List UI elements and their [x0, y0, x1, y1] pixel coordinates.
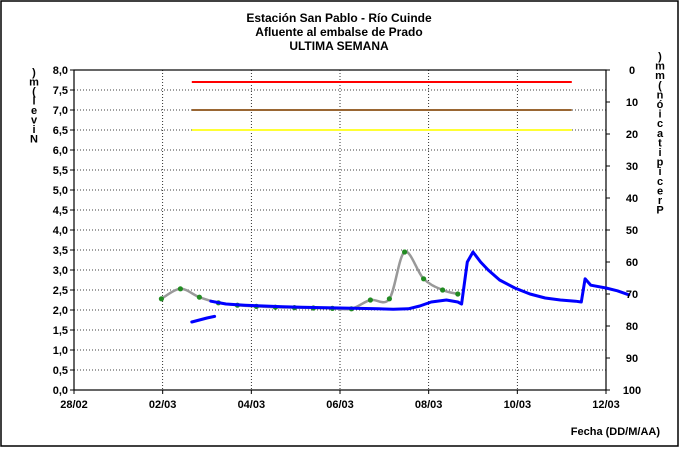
- axis-layer: 0,0 0,5 1,0 1,5 2,0 2,5 3,0 3,5 4,0 4,5 5,0 5,5 6,0 6…: [29, 51, 665, 411]
- smoothed-level-point: [455, 291, 461, 297]
- y-right-axis-title-char: a: [657, 128, 664, 140]
- smoothed-level-point: [421, 276, 427, 282]
- y-right-axis-title-char: m: [655, 61, 665, 73]
- y-left-tick-label: 4,0: [53, 225, 68, 237]
- y-left-tick-label: 0,5: [53, 365, 68, 377]
- y-left-tick-label: 6,0: [53, 145, 68, 157]
- x-tick-label: 10/03: [504, 399, 532, 411]
- y-left-tick-label: 7,5: [53, 85, 68, 97]
- x-tick-label: 12/03: [592, 399, 620, 411]
- y-left-axis-title-char: N: [30, 134, 38, 146]
- y-right-axis-title-char: P: [656, 205, 663, 217]
- level-line-segment-0: [190, 314, 217, 324]
- y-right-axis-title-char: ó: [657, 99, 664, 111]
- y-right-axis-title-char: i: [658, 166, 661, 178]
- y-right-tick-label: 20: [626, 129, 638, 141]
- y-left-tick-label: 6,5: [53, 125, 68, 137]
- y-left-tick-label: 1,5: [53, 325, 68, 337]
- y-right-axis-title-char: c: [657, 118, 663, 130]
- grid-layer: [74, 70, 606, 390]
- y-right-axis-title-char: ): [658, 51, 662, 63]
- x-tick-label: 08/03: [415, 399, 443, 411]
- y-right-axis-title-char: i: [658, 109, 661, 121]
- y-left-tick-label: 1,0: [53, 345, 68, 357]
- smoothed-level-point: [367, 297, 373, 303]
- y-left-tick-label: 8,0: [53, 65, 68, 77]
- y-left-axis-title-char: e: [31, 105, 37, 117]
- chart-title-line-2: Afluente al embalse de Prado: [255, 25, 422, 39]
- y-right-tick-label: 50: [626, 225, 638, 237]
- y-left-tick-label: 2,0: [53, 305, 68, 317]
- y-right-axis-title-char: i: [658, 147, 661, 159]
- y-right-tick-label: 90: [626, 353, 638, 365]
- x-tick-label: 04/03: [238, 399, 266, 411]
- y-left-axis-title-char: v: [31, 115, 38, 127]
- y-right-tick-label: 0: [629, 65, 635, 77]
- y-right-tick-label: 80: [626, 321, 638, 333]
- x-axis-label: Fecha (DD/M/AA): [571, 426, 661, 438]
- smoothed-level-point: [402, 249, 408, 255]
- y-left-tick-label: 5,5: [53, 165, 68, 177]
- smoothed-level-point: [177, 286, 183, 292]
- x-tick-label: 02/03: [149, 399, 177, 411]
- y-right-tick-label: 60: [626, 257, 638, 269]
- y-left-tick-label: 0,0: [53, 385, 68, 397]
- y-right-axis-title-char: n: [657, 89, 664, 101]
- y-left-tick-label: 7,0: [53, 105, 68, 117]
- y-left-axis-title-char: i: [32, 124, 35, 136]
- x-tick-label: 28/02: [60, 399, 88, 411]
- y-right-axis-title-char: m: [655, 70, 665, 82]
- y-right-tick-label: 30: [626, 161, 638, 173]
- y-left-axis-title-char: ): [32, 67, 36, 79]
- y-right-axis-title-char: r: [658, 195, 663, 207]
- y-left-tick-label: 4,5: [53, 205, 68, 217]
- y-right-axis-title-char: t: [658, 137, 662, 149]
- y-left-axis-title-char: m: [29, 77, 39, 89]
- y-left-tick-label: 5,0: [53, 185, 68, 197]
- smoothed-level-point: [158, 296, 164, 302]
- x-tick-label: 06/03: [326, 399, 354, 411]
- y-right-tick-label: 10: [626, 97, 638, 109]
- y-right-axis-title-char: p: [657, 157, 664, 169]
- y-right-tick-label: 70: [626, 289, 638, 301]
- y-left-tick-label: 2,5: [53, 285, 68, 297]
- y-right-tick-label: 100: [623, 385, 641, 397]
- y-right-tick-label: 40: [626, 193, 638, 205]
- smoothed-level-point: [196, 294, 202, 300]
- y-right-axis-title-char: c: [657, 176, 663, 188]
- y-left-axis-title-char: l: [32, 96, 35, 108]
- y-left-tick-label: 3,5: [53, 245, 68, 257]
- y-right-axis-title-char: (: [658, 80, 662, 92]
- threshold-layer: [191, 81, 572, 131]
- level-line-segment-1: [209, 250, 631, 311]
- smoothed-level-point: [440, 287, 446, 293]
- y-left-axis-title-char: (: [32, 86, 36, 98]
- series-layer: [158, 249, 631, 324]
- chart-title-line-3: ULTIMA SEMANA: [289, 39, 389, 53]
- y-right-axis-title-char: e: [657, 185, 663, 197]
- chart-title-line-1: Estación San Pablo - Río Cuinde: [246, 11, 432, 25]
- y-left-tick-label: 3,0: [53, 265, 68, 277]
- smoothed-level-point: [386, 296, 392, 302]
